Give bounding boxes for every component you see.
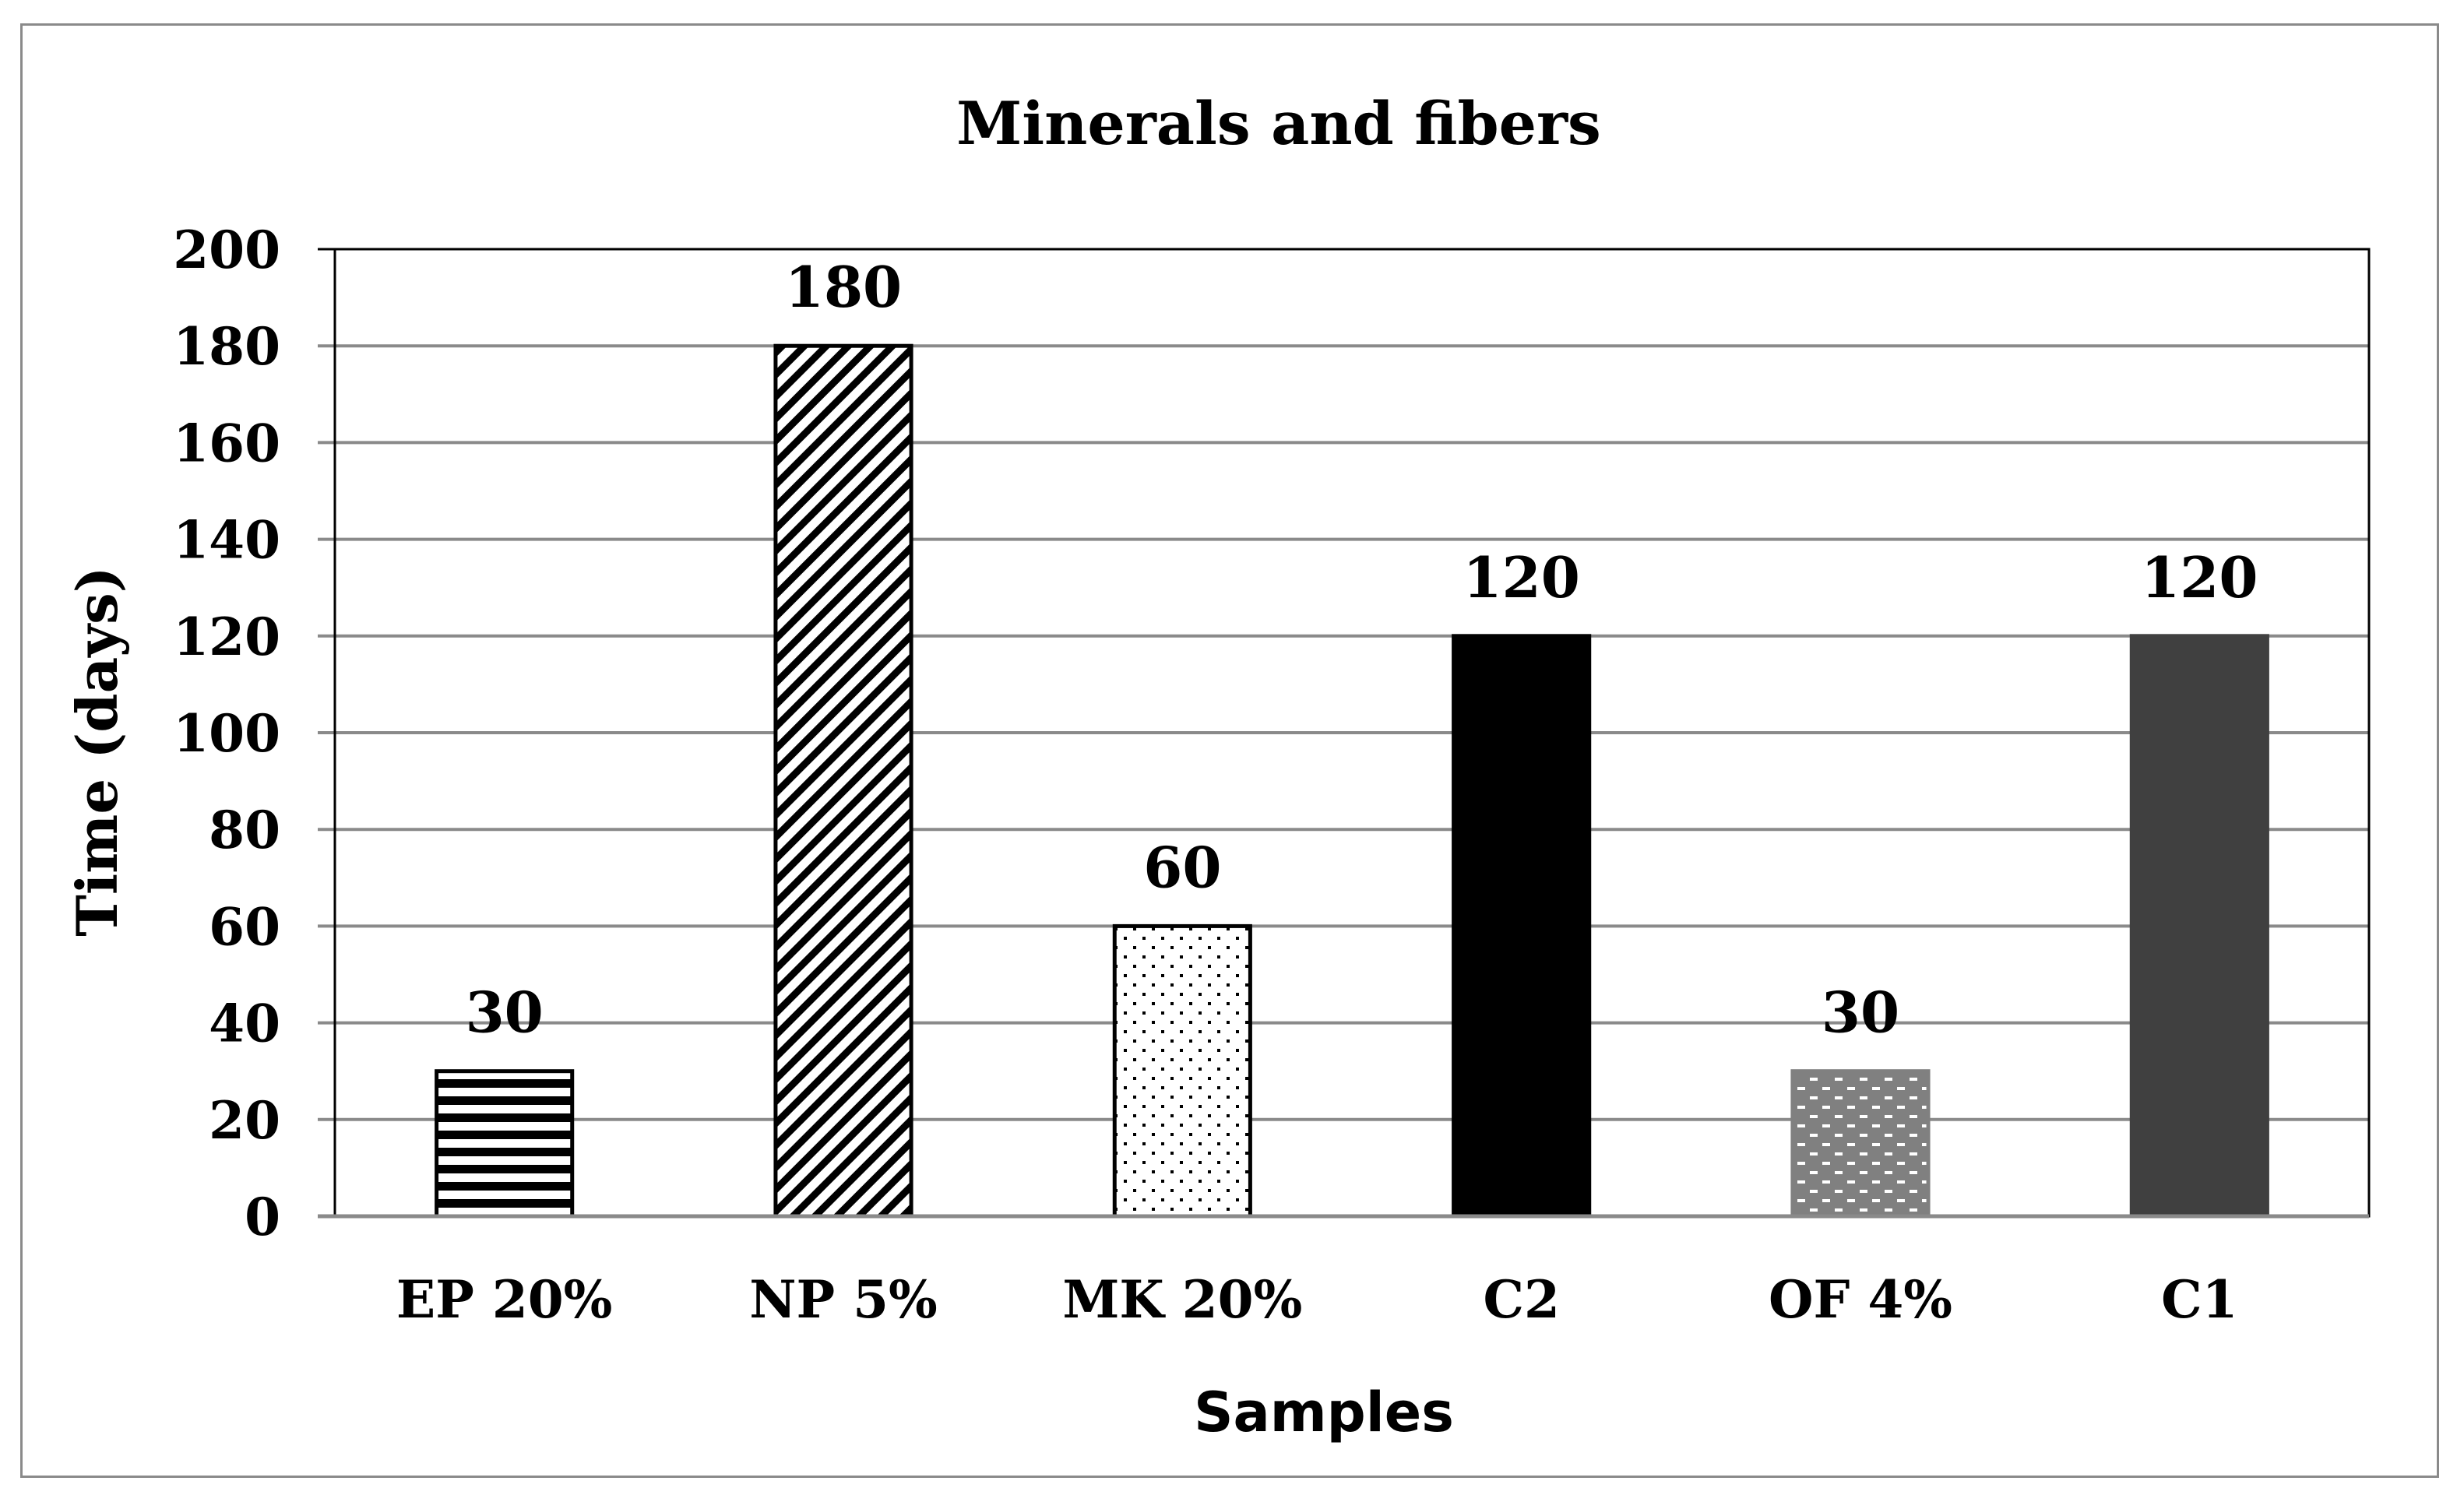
x-axis-title: Samples: [1194, 1381, 1454, 1444]
y-tick-label: 40: [209, 994, 280, 1054]
bar-ep-20: [435, 1069, 575, 1219]
chart-frame: [20, 23, 2439, 1478]
x-tick-labels: EP 20% NP 5% MK 20% C2 OF 4% C1: [396, 1269, 2238, 1330]
y-tick-label: 0: [245, 1187, 280, 1247]
y-tick-label: 200: [173, 220, 280, 280]
data-label: 30: [1822, 980, 1899, 1046]
y-tick-label: 120: [173, 607, 280, 667]
y-tick-label: 20: [209, 1090, 280, 1151]
data-label: 30: [466, 980, 544, 1046]
bar-c1: [2129, 634, 2269, 1219]
x-tick-label: NP 5%: [749, 1269, 938, 1330]
x-tick-label: C1: [2161, 1269, 2237, 1330]
data-label: 120: [2141, 544, 2258, 610]
bar-of-4: [1790, 1069, 1931, 1219]
data-label: 180: [785, 254, 902, 320]
y-tick-label: 180: [173, 316, 280, 377]
y-tick-label: 60: [209, 896, 280, 957]
data-labels: 30 180 60 120 30 120: [466, 254, 2258, 1045]
y-tick-label: 160: [173, 413, 280, 473]
bars: [318, 343, 2369, 1219]
chart-title: Minerals and fibers: [956, 89, 1601, 158]
bar-mk-20: [1112, 923, 1252, 1219]
data-label: 60: [1143, 834, 1221, 900]
y-tick-labels: 0 20 40 60 80 100 120 140 160 180 200: [173, 220, 280, 1247]
y-tick-label: 100: [173, 703, 280, 764]
x-tick-label: EP 20%: [396, 1269, 612, 1330]
bar-c2: [1452, 634, 1592, 1219]
y-tick-label: 140: [173, 510, 280, 571]
x-tick-label: OF 4%: [1769, 1269, 1952, 1330]
y-tick-label: 80: [209, 800, 280, 860]
y-axis-title: Time (days): [64, 566, 130, 937]
data-label: 120: [1463, 544, 1580, 610]
grid-lines: [318, 248, 2369, 1218]
x-tick-label: MK 20%: [1062, 1269, 1302, 1330]
x-tick-label: C2: [1483, 1269, 1559, 1330]
bar-np-5: [773, 343, 913, 1219]
